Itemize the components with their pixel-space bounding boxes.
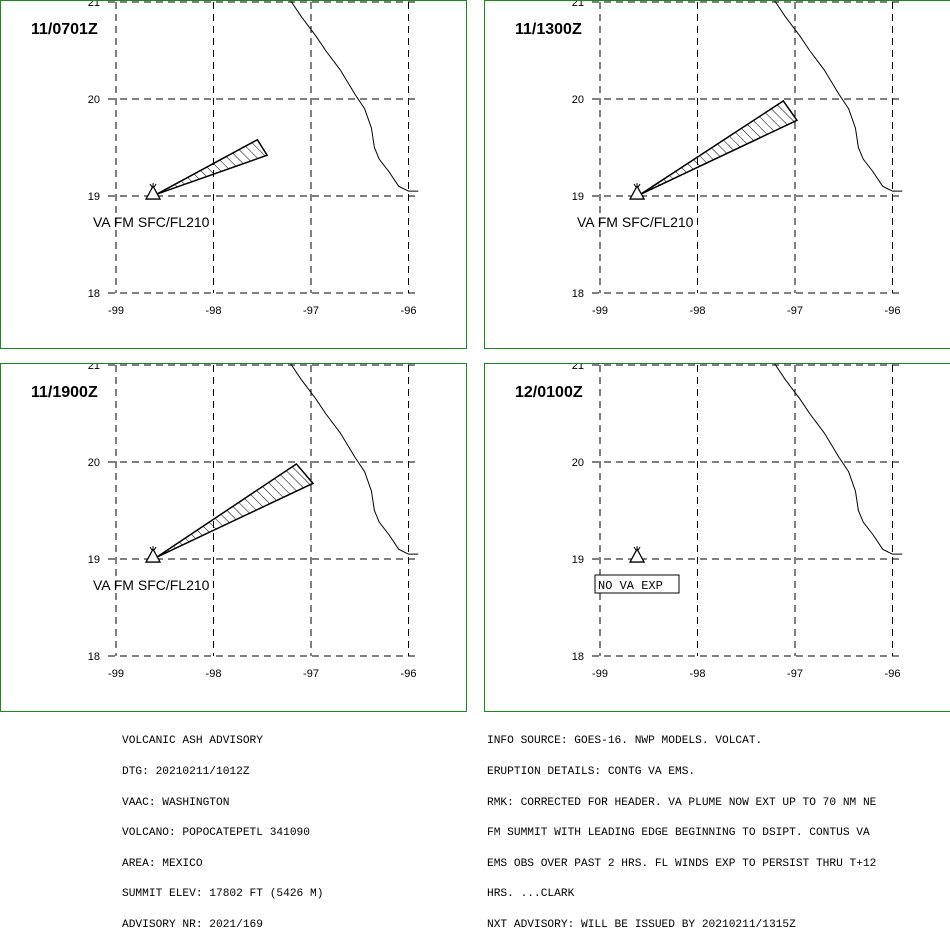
- volcano-icon: [628, 546, 646, 563]
- volcano-icon: [144, 183, 162, 200]
- lon-tick-label: -97: [787, 305, 803, 317]
- advisory-line: NXT ADVISORY: WILL BE ISSUED BY 20210211…: [487, 919, 796, 932]
- no-va-box: [594, 574, 680, 594]
- lat-tick-label: 21: [88, 364, 100, 372]
- advisory-line: VAAC: WASHINGTON: [122, 796, 230, 809]
- advisory-line: EMS OBS OVER PAST 2 HRS. FL WINDS EXP TO…: [487, 857, 877, 870]
- map-canvas-1: -99 -98 -97 -96 18 19 20 21 VA FM SFC/FL210: [88, 1, 419, 317]
- lat-tick-label: 21: [572, 364, 584, 372]
- lat-tick-label: 18: [88, 651, 100, 663]
- advisory-line: HRS. ...CLARK: [487, 888, 575, 901]
- lon-tick-label: -97: [787, 668, 803, 680]
- advisory-line: INFO SOURCE: GOES-16. NWP MODELS. VOLCAT…: [487, 735, 763, 748]
- lat-tick-label: 19: [88, 554, 100, 566]
- map-panel-3: -99 -98 -97 -96 18 19 20 21 VA FM SFC/FL210 11/1…: [0, 363, 467, 712]
- forecast-time-label: 12/0100Z: [515, 384, 583, 401]
- lon-tick-label: -97: [303, 668, 319, 680]
- lat-tick-label: 19: [572, 554, 584, 566]
- ash-plume-polygon: [156, 138, 269, 195]
- lat-tick-label: 20: [572, 457, 584, 469]
- lon-tick-label: -99: [108, 668, 124, 680]
- coastline: [774, 364, 903, 555]
- coastline: [290, 364, 419, 555]
- lat-tick-label: 19: [88, 191, 100, 203]
- lat-tick-label: 18: [572, 288, 584, 300]
- lat-tick-label: 21: [88, 1, 100, 9]
- forecast-time-label: 11/0701Z: [31, 21, 98, 38]
- advisory-header-block: VOLCANIC ASH ADVISORY DTG: 20210211/1012…: [122, 716, 323, 940]
- volcano-icon: [144, 546, 162, 563]
- advisory-line: SUMMIT ELEV: 17802 FT (5426 M): [122, 888, 324, 901]
- va-altitude-label: VA FM SFC/FL210: [577, 214, 694, 230]
- va-altitude-label: VA FM SFC/FL210: [93, 577, 210, 593]
- lat-tick-label: 18: [572, 651, 584, 663]
- map-panel-4: -99 -98 -97 -96 18 19 20 21 NO VA EXP 12/0100Z: [484, 363, 950, 712]
- lon-tick-label: -98: [206, 668, 222, 680]
- va-altitude-label: VA FM SFC/FL210: [93, 214, 210, 230]
- map-panel-1: -99 -98 -97 -96 18 19 20 21 VA FM SFC/FL210 11/0…: [0, 0, 467, 349]
- lat-tick-label: 18: [88, 288, 100, 300]
- lat-tick-label: 21: [572, 1, 584, 9]
- advisory-line: FM SUMMIT WITH LEADING EDGE BEGINNING TO…: [487, 827, 870, 840]
- lon-tick-label: -96: [885, 305, 901, 317]
- map-canvas-4: -99 -98 -97 -96 18 19 20 21 NO VA EXP: [572, 364, 903, 680]
- no-va-exp-label: NO VA EXP: [598, 579, 663, 593]
- forecast-time-label: 11/1900Z: [31, 384, 98, 401]
- lon-tick-label: -96: [401, 305, 417, 317]
- forecast-time-label: 11/1300Z: [515, 21, 582, 38]
- lon-tick-label: -98: [206, 305, 222, 317]
- lon-tick-label: -99: [592, 305, 608, 317]
- lat-tick-label: 19: [572, 191, 584, 203]
- lon-tick-label: -96: [401, 668, 417, 680]
- lon-tick-label: -98: [690, 305, 706, 317]
- coastline: [290, 1, 419, 192]
- advisory-line: RMK: CORRECTED FOR HEADER. VA PLUME NOW …: [487, 796, 877, 809]
- advisory-line: DTG: 20210211/1012Z: [122, 766, 250, 779]
- advisory-line: VOLCANIC ASH ADVISORY: [122, 735, 263, 748]
- advisory-remarks-block: INFO SOURCE: GOES-16. NWP MODELS. VOLCAT…: [487, 716, 876, 940]
- advisory-line: ERUPTION DETAILS: CONTG VA EMS.: [487, 766, 696, 779]
- ash-plume-polygon: [156, 462, 315, 558]
- lon-tick-label: -99: [592, 668, 608, 680]
- lat-tick-label: 20: [88, 457, 100, 469]
- ash-plume-polygon: [640, 99, 799, 195]
- lon-tick-label: -98: [690, 668, 706, 680]
- advisory-line: AREA: MEXICO: [122, 857, 203, 870]
- map-canvas-3: -99 -98 -97 -96 18 19 20 21 VA FM SFC/FL210: [88, 364, 419, 680]
- volcano-icon: [628, 183, 646, 200]
- lon-tick-label: -96: [885, 668, 901, 680]
- lon-tick-label: -97: [303, 305, 319, 317]
- coastline: [774, 1, 903, 192]
- advisory-line: VOLCANO: POPOCATEPETL 341090: [122, 827, 310, 840]
- lon-tick-label: -99: [108, 305, 124, 317]
- lat-tick-label: 20: [572, 94, 584, 106]
- advisory-line: ADVISORY NR: 2021/169: [122, 919, 263, 932]
- lat-tick-label: 20: [88, 94, 100, 106]
- map-panel-2: -99 -98 -97 -96 18 19 20 21 VA FM SFC/FL210 11/1…: [484, 0, 950, 349]
- map-canvas-2: -99 -98 -97 -96 18 19 20 21 VA FM SFC/FL210: [572, 1, 903, 317]
